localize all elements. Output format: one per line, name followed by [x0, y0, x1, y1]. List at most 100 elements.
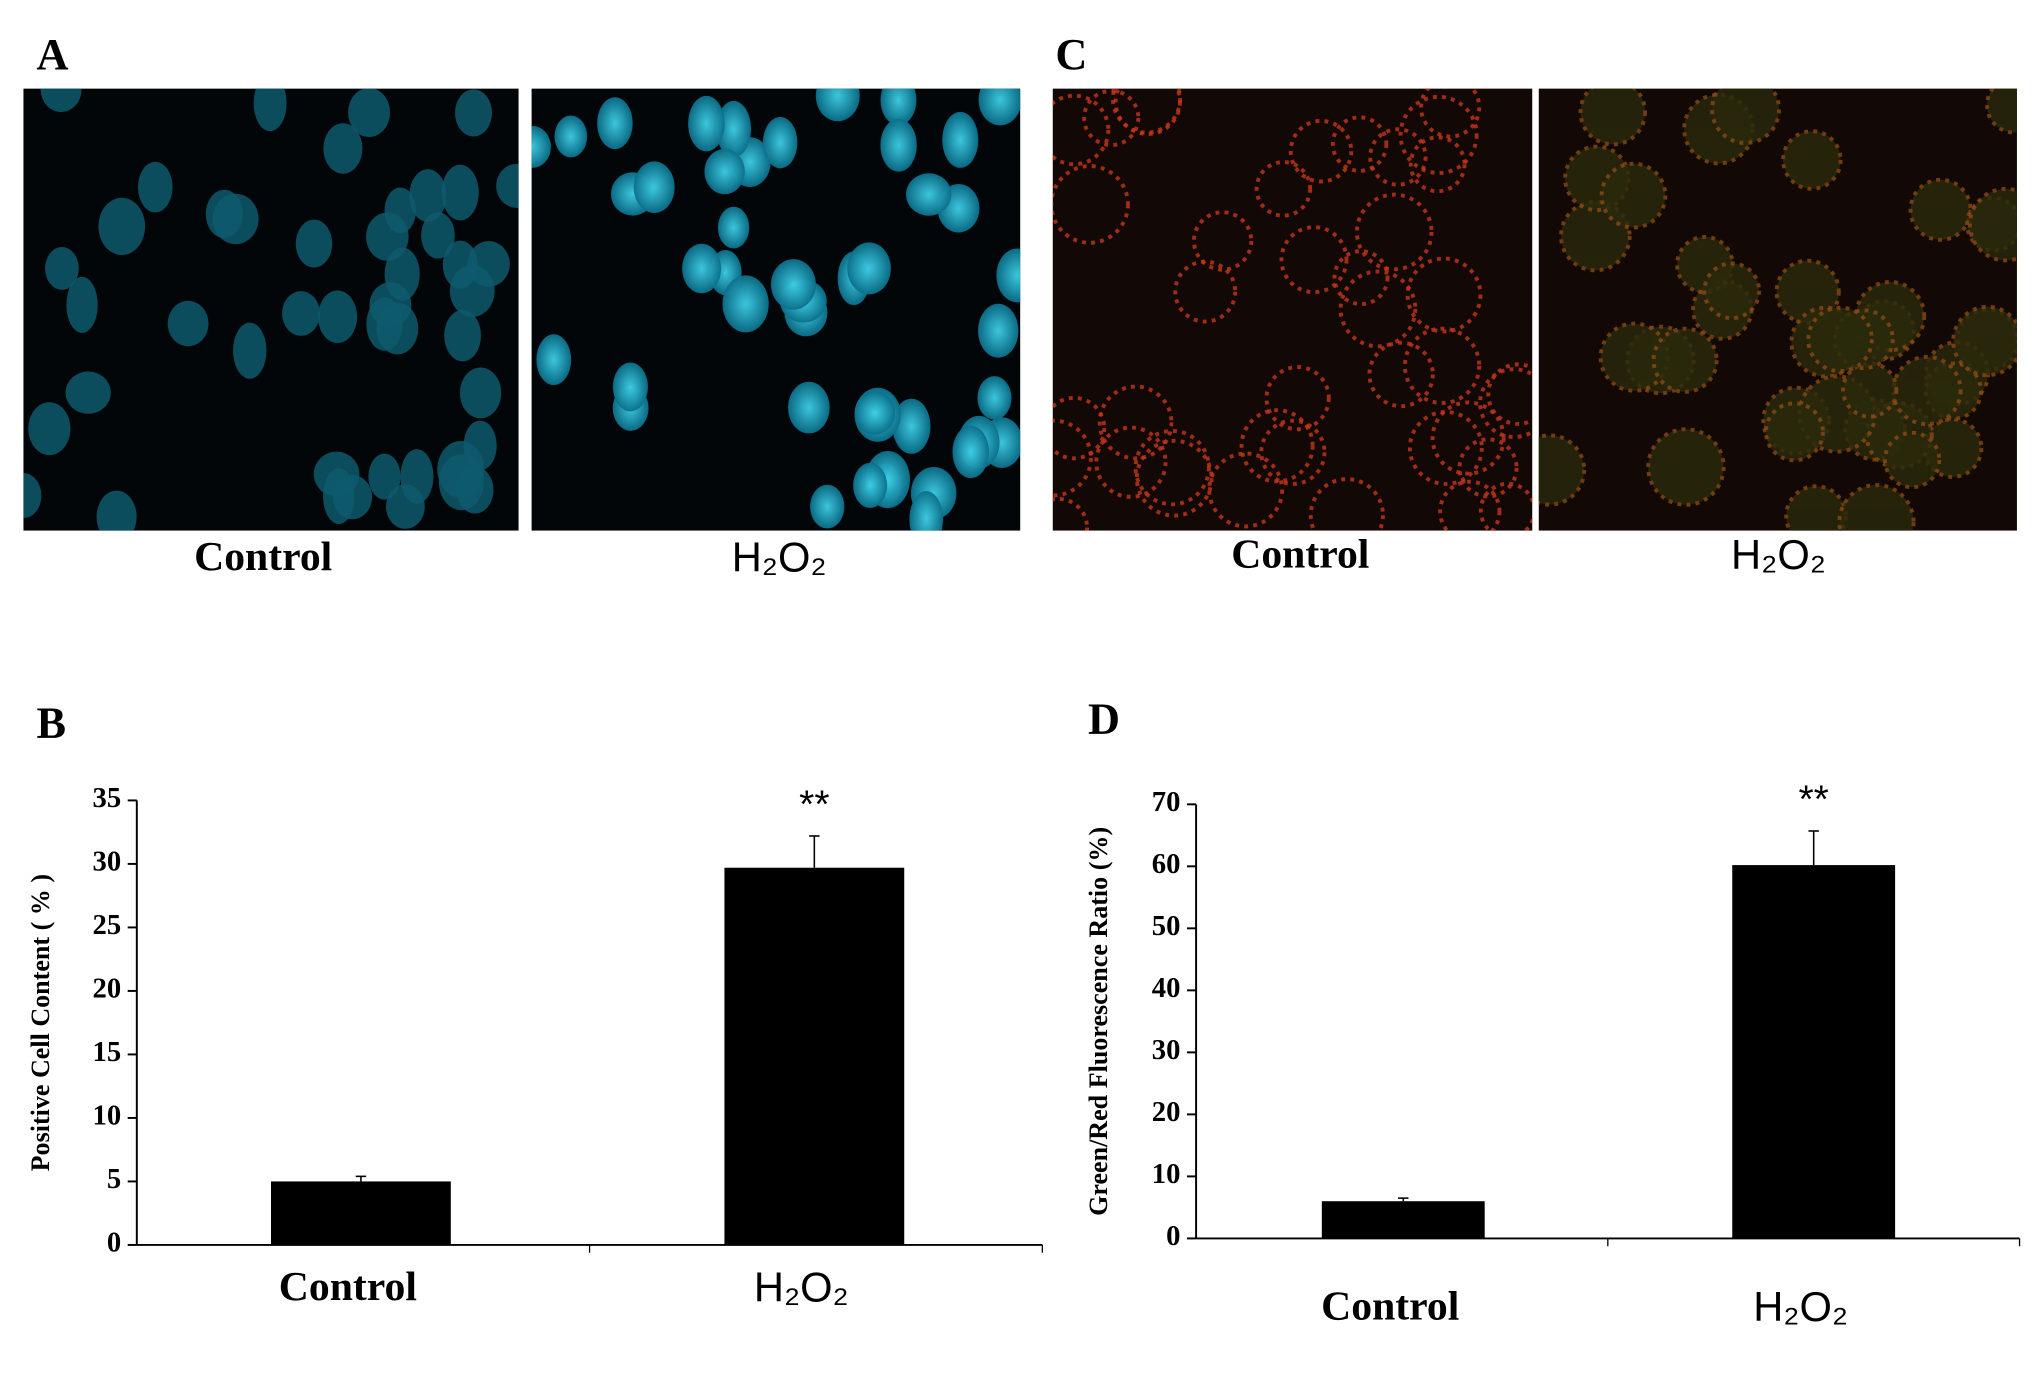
- panel-label: B: [36, 699, 66, 748]
- nucleus: [722, 275, 769, 333]
- nucleus: [348, 88, 391, 137]
- cell-ring: [1405, 256, 1483, 334]
- y-tick-label: 5: [107, 1163, 121, 1195]
- nucleus: [96, 490, 137, 531]
- cell-ring: [1578, 88, 1648, 147]
- cell-ring: [1599, 161, 1668, 230]
- bar: [271, 1181, 451, 1245]
- image-caption: H₂O₂: [732, 534, 827, 581]
- nucleus: [295, 219, 333, 268]
- y-tick-label: 20: [1152, 1096, 1181, 1128]
- cell-ring: [1967, 186, 2017, 263]
- nucleus: [167, 300, 209, 347]
- nucleus: [323, 123, 363, 174]
- category-label: H₂O₂: [754, 1264, 849, 1311]
- nucleus: [854, 391, 896, 435]
- nucleus: [313, 451, 360, 497]
- nucleus: [847, 242, 891, 295]
- cell-ring: [1288, 118, 1354, 184]
- significance-annotation: **: [1798, 779, 1828, 822]
- category-label: H₂O₂: [1753, 1283, 1848, 1330]
- nucleus: [366, 212, 409, 261]
- y-tick-label: 60: [1152, 848, 1181, 880]
- y-tick-label: 15: [93, 1036, 122, 1068]
- y-tick-label: 70: [1152, 786, 1181, 818]
- cell-ring: [1651, 326, 1719, 394]
- nucleus: [597, 97, 633, 150]
- significance-annotation: **: [799, 784, 829, 827]
- micrograph: [23, 88, 519, 531]
- nucleus: [633, 161, 675, 213]
- y-tick-label: 20: [93, 972, 122, 1004]
- nucleus: [205, 189, 243, 239]
- nucleus: [467, 241, 510, 287]
- bar: [1321, 1201, 1485, 1239]
- nucleus: [385, 484, 425, 529]
- cell-ring: [1646, 427, 1726, 507]
- image-caption: H₂O₂: [1731, 531, 1826, 578]
- cell-ring: [1763, 401, 1825, 463]
- cell-ring: [1052, 418, 1093, 498]
- nucleus: [906, 173, 952, 216]
- nucleus: [853, 462, 888, 508]
- nucleus: [978, 88, 1021, 126]
- cell-ring: [1438, 479, 1502, 531]
- y-tick-label: 35: [93, 782, 122, 814]
- nucleus: [282, 291, 320, 336]
- micrograph-content: [1538, 88, 2017, 531]
- nucleus: [384, 247, 420, 301]
- cell-ring: [1082, 88, 1141, 148]
- cell-ring: [1407, 410, 1484, 486]
- y-tick-label: 0: [1166, 1220, 1180, 1252]
- nucleus: [716, 100, 752, 158]
- y-tick-label: 40: [1152, 972, 1181, 1004]
- cell-ring: [1052, 164, 1130, 245]
- nucleus: [531, 125, 551, 168]
- nucleus: [496, 163, 519, 208]
- nucleus: [317, 290, 358, 344]
- panel-label: A: [36, 30, 68, 79]
- cell-ring: [1264, 365, 1331, 432]
- cell-ring: [1052, 93, 1111, 167]
- cell-ring: [1134, 438, 1214, 518]
- nucleus: [368, 453, 401, 500]
- cell-ring: [1837, 483, 1916, 531]
- cell-ring: [1239, 408, 1315, 484]
- nucleus: [23, 473, 42, 519]
- nucleus: [688, 95, 725, 152]
- cell-ring: [1883, 430, 1942, 490]
- category-label: Control: [279, 1264, 417, 1310]
- micrograph-content: [531, 88, 1021, 531]
- nucleus: [682, 243, 722, 294]
- cell-ring: [1951, 304, 2017, 378]
- cell-ring: [1402, 326, 1482, 405]
- nucleus: [459, 367, 502, 419]
- y-tick-label: 50: [1152, 910, 1181, 942]
- cell-ring: [1354, 192, 1434, 272]
- nucleus: [770, 259, 816, 310]
- cell-ring: [1133, 428, 1211, 507]
- nucleus: [138, 161, 173, 213]
- panel-label: C: [1055, 30, 1087, 79]
- nucleus: [233, 322, 267, 379]
- nucleus: [65, 371, 111, 414]
- y-tick-label: 30: [93, 845, 122, 877]
- micrograph-content: [1052, 88, 1533, 531]
- cell-ring: [1398, 94, 1479, 175]
- cell-ring: [1207, 451, 1285, 529]
- nucleus: [978, 303, 1019, 358]
- nucleus: [441, 164, 479, 221]
- cell-ring: [1408, 135, 1467, 194]
- cell-ring: [1478, 481, 1533, 531]
- cell-ring: [1367, 340, 1435, 409]
- cell-ring: [1985, 88, 2017, 135]
- cell-ring: [1538, 433, 1587, 507]
- y-axis-title: Green/Red Fluorescence Ratio (%): [1084, 827, 1113, 1216]
- nucleus: [942, 111, 979, 168]
- cell-ring: [1052, 496, 1090, 531]
- nucleus: [810, 484, 845, 529]
- nucleus: [880, 88, 917, 126]
- y-tick-label: 30: [1152, 1034, 1181, 1066]
- nucleus: [40, 88, 82, 113]
